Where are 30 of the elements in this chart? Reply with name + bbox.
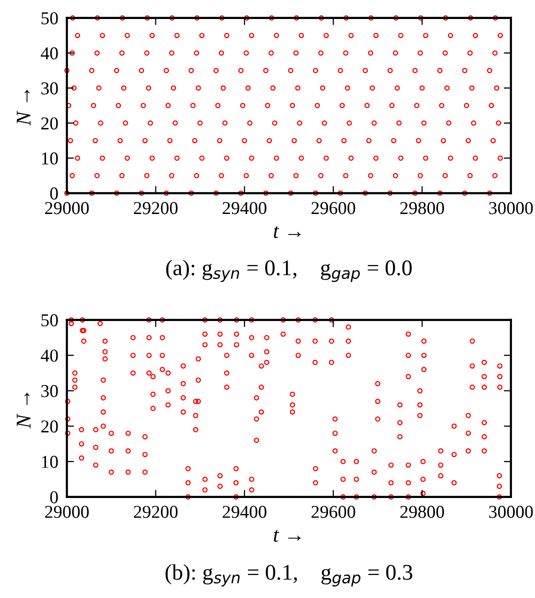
x-tick-label: 29400 bbox=[222, 202, 266, 214]
x-tick-label: 29200 bbox=[134, 506, 178, 518]
y-tick-label: 10 bbox=[42, 152, 58, 165]
y-tick-label: 0 bbox=[50, 491, 58, 504]
y-tick-label: 30 bbox=[41, 384, 58, 398]
y-tick-label: 30 bbox=[41, 82, 58, 94]
y-tick-label: 0 bbox=[50, 187, 58, 200]
y-tick-label: 20 bbox=[41, 420, 58, 433]
x-tick-label: 29200 bbox=[134, 202, 178, 214]
text: (b): g$_{syn}$ = 0.1, g$_{gap}$ = 0.3 bbox=[166, 564, 412, 586]
x-tick-label: 29000 bbox=[45, 506, 89, 518]
text: (a): g$_{syn}$ = 0.1, g$_{gap}$ = 0.0 bbox=[166, 260, 412, 282]
x-tick-label: 30000 bbox=[489, 202, 533, 214]
y-tick-label: 50 bbox=[42, 314, 58, 326]
y-tick-label: 40 bbox=[40, 47, 58, 60]
x-tick-label: 29400 bbox=[222, 506, 266, 518]
y-tick-label: 20 bbox=[41, 117, 58, 130]
x-axis-title: t → bbox=[274, 530, 301, 542]
y-tick-label: 10 bbox=[42, 456, 58, 468]
x-axis-title: t → bbox=[274, 226, 301, 238]
y-axis-title: N → bbox=[16, 392, 30, 429]
x-tick-label: 30000 bbox=[489, 506, 533, 518]
y-tick-label: 50 bbox=[42, 12, 58, 24]
x-tick-label: 29600 bbox=[312, 202, 356, 214]
x-tick-label: 29800 bbox=[400, 202, 444, 214]
x-tick-label: 29000 bbox=[45, 202, 89, 214]
x-tick-label: 29600 bbox=[312, 506, 356, 518]
x-tick-label: 29800 bbox=[400, 506, 444, 518]
y-tick-label: 40 bbox=[40, 350, 58, 362]
y-axis-title: N → bbox=[16, 90, 30, 126]
